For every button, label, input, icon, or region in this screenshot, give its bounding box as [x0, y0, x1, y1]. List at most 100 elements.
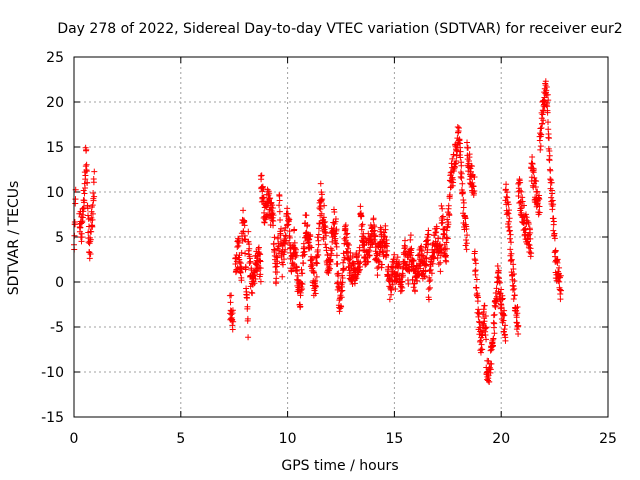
data-point	[317, 180, 324, 187]
data-point	[465, 144, 472, 151]
data-point	[511, 277, 518, 284]
data-point	[376, 258, 383, 265]
data-point	[544, 91, 551, 98]
data-point	[510, 266, 517, 273]
data-point	[490, 335, 497, 342]
data-point	[270, 241, 277, 248]
data-point	[472, 257, 479, 264]
data-point	[459, 180, 466, 187]
data-point	[347, 249, 354, 256]
data-point	[546, 152, 553, 159]
data-point	[538, 125, 545, 132]
data-point	[357, 203, 364, 210]
x-tick-label: 0	[70, 431, 79, 447]
data-point	[433, 229, 440, 236]
data-point	[525, 221, 532, 228]
data-point	[481, 318, 488, 325]
data-point	[476, 309, 483, 316]
y-tick-label: 10	[46, 185, 64, 201]
data-point	[427, 266, 434, 273]
data-point	[312, 277, 319, 284]
y-tick-label: 15	[46, 140, 64, 156]
data-point	[358, 213, 365, 220]
data-point	[313, 273, 320, 280]
data-point	[505, 201, 512, 208]
data-point	[510, 270, 517, 277]
data-point	[318, 197, 325, 204]
data-point	[315, 225, 322, 232]
data-point	[344, 230, 351, 237]
data-point	[89, 210, 96, 217]
data-point	[365, 230, 372, 237]
data-point	[462, 215, 469, 222]
data-point	[349, 253, 356, 260]
data-point	[548, 179, 555, 186]
data-point	[356, 244, 363, 251]
data-point	[244, 294, 251, 301]
data-point	[307, 233, 314, 240]
data-point	[544, 119, 551, 126]
data-point	[557, 296, 564, 303]
data-point	[503, 181, 510, 188]
data-point	[463, 226, 470, 233]
x-tick-label: 15	[385, 431, 403, 447]
data-point	[445, 202, 452, 209]
data-point	[234, 243, 241, 250]
data-point	[381, 233, 388, 240]
data-point	[348, 278, 355, 285]
data-point	[274, 254, 281, 261]
data-point	[312, 290, 319, 297]
data-point	[504, 209, 511, 216]
data-point	[328, 247, 335, 254]
data-point	[304, 221, 311, 228]
data-point	[429, 260, 436, 267]
data-point	[303, 212, 310, 219]
data-point	[320, 214, 327, 221]
data-point	[401, 242, 408, 249]
data-point	[333, 252, 340, 259]
data-point	[245, 228, 252, 235]
axis-ticks: 0 5 10 15 20 25 -15 -10 -5 0 5 10 15 20 25	[41, 50, 617, 447]
y-tick-label: 20	[46, 95, 64, 111]
data-point	[551, 235, 558, 242]
data-point	[333, 226, 340, 233]
data-point	[466, 151, 473, 158]
data-point	[338, 303, 345, 310]
data-point	[399, 284, 406, 291]
data-point	[508, 257, 515, 264]
data-point	[460, 199, 467, 206]
data-point	[444, 235, 451, 242]
data-point	[399, 278, 406, 285]
data-point	[300, 260, 307, 267]
data-point	[479, 346, 486, 353]
data-point	[439, 219, 446, 226]
data-point	[507, 235, 514, 242]
data-point	[495, 267, 502, 274]
data-point	[463, 246, 470, 253]
y-tick-label: -10	[41, 365, 64, 381]
data-point	[508, 250, 515, 257]
data-point	[323, 232, 330, 239]
data-point	[339, 287, 346, 294]
data-point	[240, 207, 247, 214]
data-point	[426, 278, 433, 285]
data-point	[90, 179, 97, 186]
data-point	[257, 258, 264, 265]
data-point	[544, 109, 551, 116]
data-point	[91, 193, 98, 200]
data-point	[315, 241, 322, 248]
data-point	[309, 255, 316, 262]
data-point	[425, 240, 432, 247]
data-point	[552, 247, 559, 254]
data-point	[425, 231, 432, 238]
data-point	[549, 190, 556, 197]
data-point	[506, 227, 513, 234]
data-point	[288, 268, 295, 275]
data-point	[338, 288, 345, 295]
data-point	[84, 205, 91, 212]
data-point	[336, 308, 343, 315]
data-point	[450, 179, 457, 186]
data-point	[534, 188, 541, 195]
data-point	[472, 267, 479, 274]
data-point	[266, 190, 273, 197]
